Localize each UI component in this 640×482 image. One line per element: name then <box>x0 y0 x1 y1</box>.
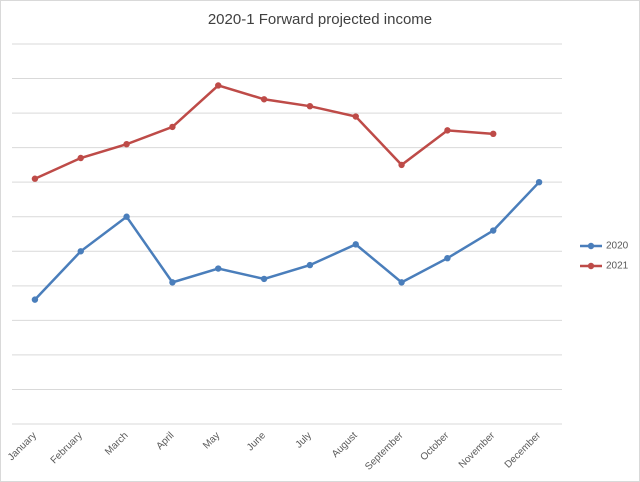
series-line <box>34 181 540 301</box>
data-point <box>169 123 176 131</box>
data-point <box>490 227 497 234</box>
legend-marker <box>587 262 595 270</box>
legend-marker <box>587 242 595 250</box>
legend-label: 2021 <box>606 261 629 272</box>
data-point <box>352 241 359 248</box>
chart-title: 2020-1 Forward projected income <box>208 11 432 28</box>
data-point <box>535 178 543 186</box>
data-point <box>260 96 268 103</box>
data-point <box>398 161 405 169</box>
data-point <box>215 82 222 89</box>
data-point <box>398 279 405 286</box>
data-point <box>260 275 268 283</box>
data-point <box>77 248 84 255</box>
data-point <box>169 279 176 286</box>
data-point <box>444 254 451 262</box>
data-point <box>31 175 39 182</box>
legend-label: 2020 <box>606 241 629 252</box>
data-point <box>490 130 497 138</box>
data-point <box>31 296 39 303</box>
data-point <box>444 127 451 134</box>
data-point <box>306 102 314 110</box>
data-point <box>215 265 222 272</box>
data-point <box>306 261 314 269</box>
data-point <box>77 154 84 162</box>
data-point <box>123 213 130 220</box>
data-point <box>352 113 359 120</box>
data-point <box>123 140 130 148</box>
